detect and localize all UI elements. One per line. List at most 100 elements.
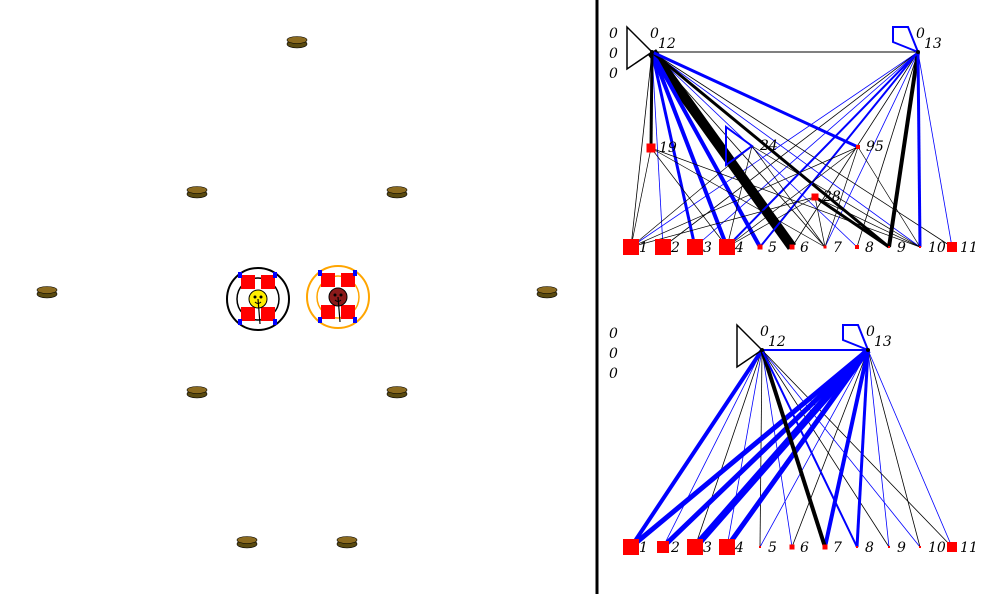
output-node[interactable]: [623, 239, 639, 255]
connection-edge: [650, 147, 728, 248]
output-node-label: 11: [960, 540, 978, 556]
output-node-label: 1: [639, 240, 648, 256]
output-node-label: 9: [897, 240, 906, 256]
hub-node-label: 12: [658, 36, 676, 52]
hub-node[interactable]: [916, 50, 920, 54]
agent-dark[interactable]: [306, 265, 370, 329]
network-top-edges: [626, 25, 953, 250]
hub-node-value: 0: [916, 26, 925, 42]
output-node[interactable]: [789, 244, 795, 250]
hub-node-value: 0: [650, 26, 659, 42]
output-node[interactable]: [719, 239, 735, 255]
connection-edge: [630, 145, 753, 248]
food-pellet-icon[interactable]: [536, 286, 558, 299]
hidden-node[interactable]: [646, 143, 656, 153]
output-node[interactable]: [657, 541, 669, 553]
agent-sensor-marker: [238, 319, 242, 325]
hub-node[interactable]: [650, 50, 654, 54]
connection-edge: [726, 146, 859, 248]
output-node[interactable]: [789, 544, 795, 550]
output-node[interactable]: [888, 546, 890, 548]
hidden-node-label: 19: [659, 140, 677, 156]
hub-node[interactable]: [866, 348, 870, 352]
output-node[interactable]: [919, 546, 921, 548]
output-node-label: 6: [800, 540, 809, 556]
output-node[interactable]: [687, 239, 703, 255]
agent-sensor-ring: [306, 265, 370, 329]
connection-edge: [857, 146, 921, 248]
output-node[interactable]: [947, 542, 957, 552]
hub-node[interactable]: [760, 348, 764, 352]
network-counter: 0: [609, 346, 618, 362]
output-node[interactable]: [719, 539, 735, 555]
network-counter: 0: [609, 46, 618, 62]
agent-sensor-marker: [353, 317, 357, 323]
output-node-label: 4: [734, 240, 744, 256]
connection-edge: [867, 349, 921, 548]
hidden-node[interactable]: [811, 193, 819, 201]
output-node-label: 4: [734, 540, 744, 556]
food-pellet-icon[interactable]: [336, 536, 358, 549]
connection-edge: [759, 349, 869, 548]
output-node[interactable]: [759, 546, 761, 548]
agent-motor-block: [241, 307, 255, 321]
connection-edge: [662, 349, 763, 548]
hub-node-label: 13: [874, 334, 892, 350]
connection-edge: [630, 146, 859, 248]
output-node[interactable]: [856, 546, 858, 548]
output-node[interactable]: [687, 539, 703, 555]
food-pellet-icon[interactable]: [286, 36, 308, 49]
connection-edge: [856, 51, 919, 248]
output-node-label: 5: [768, 240, 777, 256]
connection-edge: [724, 348, 871, 549]
connection-edge: [726, 51, 919, 248]
hidden-node[interactable]: [856, 145, 860, 149]
food-pellet-icon[interactable]: [36, 286, 58, 299]
network-top-nodes: [623, 50, 957, 255]
connection-edge: [759, 51, 919, 248]
connection-edge: [651, 51, 953, 248]
connection-edge: [759, 349, 763, 548]
agent-yellow[interactable]: [226, 267, 290, 331]
output-node[interactable]: [822, 544, 828, 550]
food-pellet-icon[interactable]: [236, 536, 258, 549]
output-node[interactable]: [823, 245, 827, 249]
connection-edge: [650, 51, 697, 248]
agent-sensor-marker: [273, 319, 277, 325]
output-node-label: 2: [670, 540, 680, 556]
connection-edge: [651, 51, 921, 248]
output-node-label: 9: [897, 540, 906, 556]
connection-edge: [761, 349, 953, 548]
output-node[interactable]: [919, 246, 921, 248]
hidden-node-label: 28: [822, 189, 841, 205]
output-node[interactable]: [655, 239, 671, 255]
self-loop-icon: [892, 26, 920, 54]
connection-edge: [651, 51, 664, 248]
output-node-label: 10: [928, 540, 946, 556]
output-node[interactable]: [947, 242, 957, 252]
food-pellet-icon[interactable]: [186, 386, 208, 399]
output-node[interactable]: [855, 245, 859, 249]
agent-sensor-marker: [318, 317, 322, 323]
network-counter: 0: [609, 26, 618, 42]
output-node-label: 1: [639, 540, 648, 556]
output-node[interactable]: [757, 244, 763, 250]
connection-edge: [649, 51, 654, 149]
output-node[interactable]: [623, 539, 639, 555]
hub-node-label: 12: [768, 334, 786, 350]
output-node-label: 7: [833, 540, 842, 556]
agent-sensor-ring: [226, 267, 290, 331]
output-node-label: 7: [833, 240, 842, 256]
connection-edge: [887, 51, 920, 248]
connection-edge: [760, 349, 827, 548]
output-node[interactable]: [888, 246, 890, 248]
food-pellet-icon[interactable]: [386, 386, 408, 399]
connection-edge: [824, 146, 859, 248]
output-node-label: 10: [928, 240, 946, 256]
connection-edge: [630, 147, 652, 248]
food-pellet-icon[interactable]: [386, 186, 408, 199]
food-pellet-icon[interactable]: [186, 186, 208, 199]
connection-edge: [630, 51, 919, 248]
